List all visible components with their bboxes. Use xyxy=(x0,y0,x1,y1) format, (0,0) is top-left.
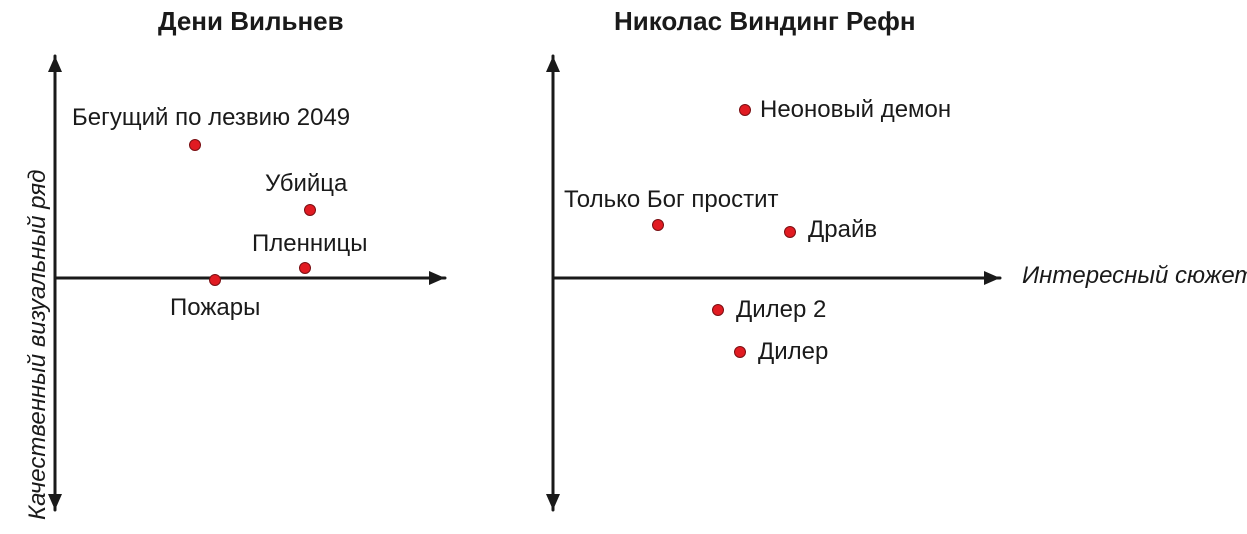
data-point xyxy=(739,104,751,116)
point-label: Неоновый демон xyxy=(760,96,951,124)
point-label: Дилер 2 xyxy=(736,296,826,324)
data-point xyxy=(189,139,201,151)
point-label: Только Бог простит xyxy=(564,186,779,214)
data-point xyxy=(784,226,796,238)
data-point xyxy=(299,262,311,274)
point-label: Драйв xyxy=(808,216,877,244)
chart-canvas: Качественный визуальный ряд Интересный с… xyxy=(0,0,1247,534)
data-point xyxy=(712,304,724,316)
data-point xyxy=(734,346,746,358)
point-label: Убийца xyxy=(265,170,347,198)
point-label: Дилер xyxy=(758,338,828,366)
data-point xyxy=(652,219,664,231)
point-label: Пленницы xyxy=(252,230,368,258)
point-label: Бегущий по лезвию 2049 xyxy=(72,104,350,132)
axes-svg xyxy=(0,0,1247,534)
point-label: Пожары xyxy=(170,294,260,322)
data-point xyxy=(304,204,316,216)
data-point xyxy=(209,274,221,286)
